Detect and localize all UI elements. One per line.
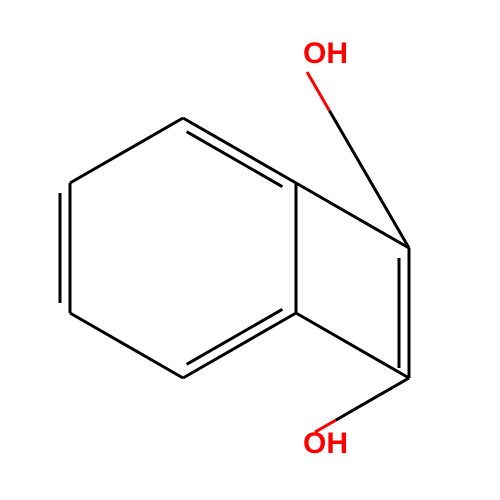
atom-label: OH <box>303 427 348 460</box>
atom-label: OH <box>303 37 348 70</box>
molecule-diagram: OH OH <box>0 0 500 500</box>
